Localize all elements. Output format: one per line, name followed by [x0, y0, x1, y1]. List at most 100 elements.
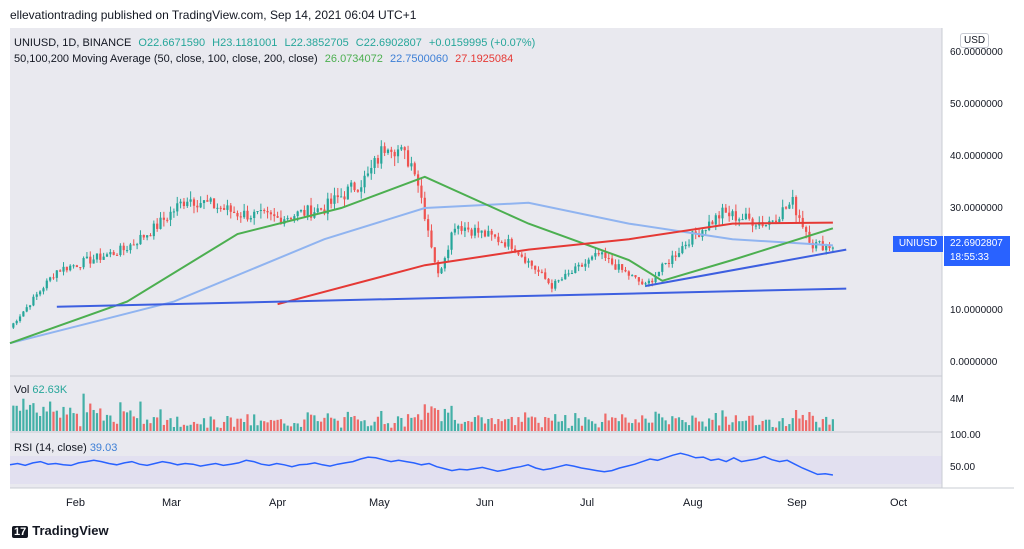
- candle-body: [95, 253, 99, 260]
- candle-body: [243, 210, 246, 218]
- candle-body: [383, 146, 386, 153]
- volume-bar: [386, 423, 390, 431]
- volume-bar: [186, 425, 189, 431]
- symbol-legend[interactable]: UNIUSD, 1D, BINANCE O22.6671590 H23.1181…: [14, 37, 539, 49]
- volume-bar: [764, 419, 768, 431]
- candle-body: [413, 163, 416, 175]
- candle-body: [202, 200, 206, 204]
- candle: [95, 253, 99, 263]
- candle-body: [443, 258, 446, 269]
- volume-bar: [798, 418, 801, 431]
- candle: [687, 239, 691, 248]
- candle: [39, 290, 42, 297]
- candle-body: [125, 250, 129, 252]
- candle-body: [674, 255, 677, 257]
- volume-bar: [209, 416, 212, 431]
- candle: [611, 254, 614, 266]
- volume-bar: [269, 419, 273, 431]
- ma50-line: [9, 175, 834, 345]
- candle: [460, 221, 463, 235]
- volume-bar: [510, 416, 513, 431]
- candle: [146, 235, 149, 241]
- candle-body: [657, 271, 661, 277]
- volume-bar: [674, 418, 677, 431]
- candle-body: [159, 217, 162, 229]
- candle: [784, 206, 788, 210]
- volume-bar: [22, 398, 25, 431]
- volume-bar: [313, 415, 316, 431]
- candle-body: [684, 244, 687, 247]
- candle: [196, 200, 199, 213]
- candle: [520, 252, 523, 258]
- x-tick-oct: Oct: [890, 497, 908, 509]
- candle-body: [828, 245, 831, 249]
- candle-body: [510, 239, 513, 249]
- price-tick-50: 50.0000000: [950, 99, 1003, 110]
- trendline[interactable]: [56, 287, 847, 308]
- candle-body: [259, 210, 262, 212]
- volume-bar: [631, 423, 634, 431]
- candle-body: [55, 270, 58, 278]
- volume-bar: [577, 418, 580, 431]
- volume-bar: [253, 414, 256, 431]
- volume-bar: [734, 415, 737, 431]
- candle-body: [677, 253, 681, 257]
- candle: [781, 199, 784, 222]
- volume-label: Vol: [14, 384, 30, 396]
- volume-bar: [142, 423, 145, 431]
- candle-body: [794, 196, 798, 216]
- volume-legend[interactable]: Vol 62.63K: [14, 384, 67, 396]
- candle-body: [146, 235, 149, 238]
- candle-body: [584, 263, 587, 267]
- volume-bar: [99, 408, 102, 431]
- volume-bar: [524, 412, 527, 431]
- candle-body: [681, 246, 684, 254]
- candle-body: [219, 207, 222, 209]
- volume-bar: [778, 421, 781, 431]
- candle: [677, 247, 681, 258]
- candle: [122, 242, 125, 256]
- volume-bar: [12, 405, 15, 431]
- candle-body: [731, 211, 734, 217]
- candle: [483, 229, 487, 238]
- trendlines[interactable]: [56, 248, 847, 308]
- rsi-tick-100: 100.00: [950, 430, 981, 441]
- candle-body: [477, 227, 480, 233]
- candle: [463, 222, 467, 238]
- rsi-legend[interactable]: RSI (14, close) 39.03: [14, 442, 117, 454]
- candle-body: [199, 203, 202, 208]
- candle-body: [741, 219, 744, 221]
- candle-body: [697, 233, 701, 237]
- volume-bar: [534, 417, 537, 431]
- candle-body: [85, 256, 89, 259]
- volume-bar: [513, 425, 517, 431]
- tradingview-brand[interactable]: 17 TradingView: [12, 523, 109, 538]
- trendline[interactable]: [645, 248, 847, 287]
- candle: [564, 269, 567, 280]
- candle: [584, 259, 587, 271]
- ma-legend[interactable]: 50,100,200 Moving Average (50, close, 10…: [14, 53, 517, 65]
- candle: [102, 252, 105, 260]
- candle-body: [182, 201, 186, 207]
- candle-body: [249, 218, 252, 220]
- currency-button[interactable]: USD: [960, 33, 990, 48]
- candle-body: [718, 215, 721, 219]
- volume-bar: [189, 424, 192, 431]
- candle-body: [503, 242, 507, 247]
- candle: [383, 142, 386, 157]
- candle-body: [75, 265, 78, 268]
- volume-bar: [641, 415, 644, 431]
- candle: [493, 233, 497, 239]
- candle-body: [473, 227, 477, 236]
- volume-bar: [25, 409, 28, 431]
- volume-bar: [594, 423, 597, 431]
- candle-body: [69, 265, 72, 271]
- candle: [363, 170, 366, 194]
- candle: [507, 234, 510, 250]
- candle: [433, 247, 436, 264]
- candle: [62, 262, 65, 276]
- volume-bar: [360, 421, 363, 431]
- candle: [734, 204, 737, 226]
- volume-bar: [340, 427, 343, 431]
